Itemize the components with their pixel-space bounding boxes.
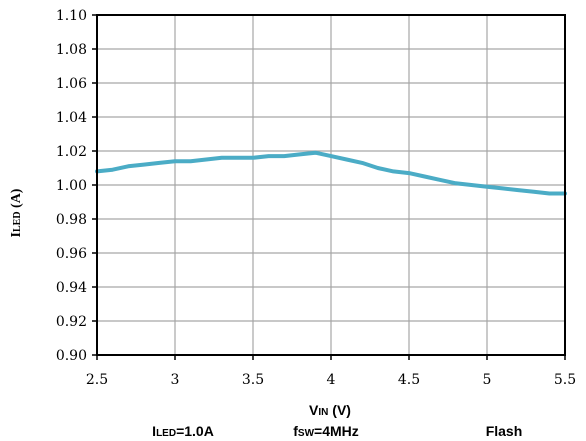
y-tick-label: 1.00 [56,178,87,194]
data-point [251,156,255,160]
data-point [189,159,193,163]
data-point [345,158,349,161]
x-tick-label: 4.5 [398,372,420,388]
y-tick-label: 0.90 [56,348,87,364]
data-point [547,192,551,195]
y-tick-label: 0.98 [56,212,87,228]
data-point [376,166,380,170]
plot-frame [96,14,566,356]
x-tick-label: 3.5 [242,372,264,388]
y-axis-label-unit: (A) [9,188,24,211]
data-point [111,168,115,172]
annotation-mode: Flash [486,423,523,439]
y-tick-labels: 0.90 0.92 0.94 0.96 0.98 1.00 1.02 1.04 1.06 1.08… [56,8,87,364]
x-tick-label: 2.5 [86,372,108,388]
data-point [173,159,177,163]
y-tick-label: 1.02 [56,144,87,160]
data-point [267,154,271,158]
data-point [485,185,489,189]
x-tick-label: 4 [327,372,336,388]
y-tick-label: 1.10 [56,8,87,24]
x-axis-label-sub: IN [318,407,328,418]
x-axis-label: VIN (V) [309,402,351,418]
y-axis-label-sub: LED [12,211,23,232]
y-tick-label: 0.94 [56,280,87,296]
y-axis-label-main: I [9,232,24,237]
y-tick-label: 1.04 [56,110,87,126]
annotation-fsw: fSW=4MHz [293,423,359,439]
y-axis-label: ILED (A) [9,188,24,237]
data-point [235,156,239,160]
x-axis-label-unit: (V) [328,402,351,418]
x-tick-labels: 2.5 3 3.5 4 4.5 5 5.5 [86,372,576,388]
annotation-fsw-sub: SW [298,428,315,439]
data-point [469,183,473,187]
annotation-iled-main: I [152,423,156,439]
data-point [282,154,286,158]
data-point [407,171,411,175]
data-point [438,178,442,182]
data-point [454,181,458,185]
data-point [204,158,208,161]
annotation-iled: ILED=1.0A [152,423,214,439]
x-tick-label: 5.5 [554,372,576,388]
x-tick-label: 3 [171,372,180,388]
data-point [313,151,317,155]
data-point [142,163,146,167]
data-point [516,188,520,192]
y-tick-label: 1.08 [56,42,87,58]
data-point [329,154,333,158]
data-point [126,164,130,168]
data-point [298,152,302,156]
data-point [157,161,161,165]
x-axis-label-main: V [309,402,319,418]
annotation-iled-value: =1.0A [176,423,214,439]
data-point [423,175,427,178]
data-point [220,156,224,160]
annotation-iled-sub: LED [156,428,176,439]
data-point [391,169,395,173]
data-point [360,161,364,165]
y-tick-label: 1.06 [56,76,87,92]
data-point [532,190,536,194]
y-tick-label: 0.92 [56,314,87,330]
x-tick-label: 5 [483,372,492,388]
annotation-fsw-main: f [293,423,298,439]
annotation-fsw-value: =4MHz [314,423,359,439]
y-tick-label: 0.96 [56,246,87,262]
data-point [501,186,505,190]
